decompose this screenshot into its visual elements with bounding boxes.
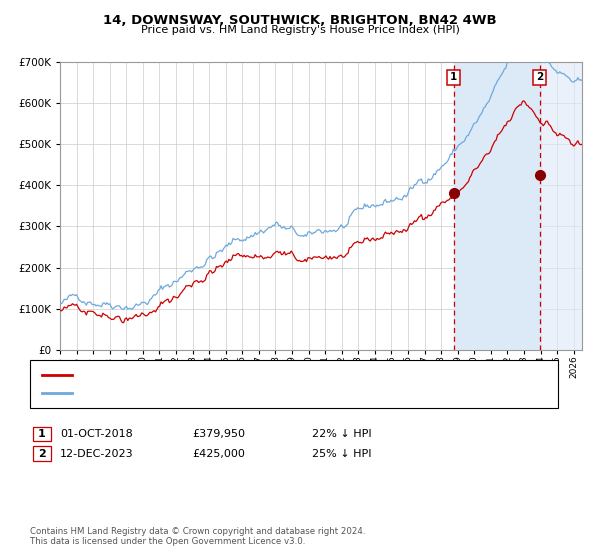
Text: 14, DOWNSWAY, SOUTHWICK, BRIGHTON, BN42 4WB (detached house): 14, DOWNSWAY, SOUTHWICK, BRIGHTON, BN42 … xyxy=(78,370,450,380)
Text: Price paid vs. HM Land Registry's House Price Index (HPI): Price paid vs. HM Land Registry's House … xyxy=(140,25,460,35)
Text: 25% ↓ HPI: 25% ↓ HPI xyxy=(312,449,371,459)
Text: 2: 2 xyxy=(38,449,46,459)
Text: £379,950: £379,950 xyxy=(192,429,245,439)
Text: £425,000: £425,000 xyxy=(192,449,245,459)
Text: Contains HM Land Registry data © Crown copyright and database right 2024.
This d: Contains HM Land Registry data © Crown c… xyxy=(30,526,365,546)
Text: 2: 2 xyxy=(536,72,544,82)
Text: 22% ↓ HPI: 22% ↓ HPI xyxy=(312,429,371,439)
Text: HPI: Average price, detached house, Adur: HPI: Average price, detached house, Adur xyxy=(78,388,296,398)
Text: 01-OCT-2018: 01-OCT-2018 xyxy=(60,429,133,439)
Bar xyxy=(540,62,599,350)
Bar xyxy=(540,62,599,350)
Text: 14, DOWNSWAY, SOUTHWICK, BRIGHTON, BN42 4WB: 14, DOWNSWAY, SOUTHWICK, BRIGHTON, BN42 … xyxy=(103,14,497,27)
Text: 12-DEC-2023: 12-DEC-2023 xyxy=(60,449,134,459)
Bar xyxy=(454,62,540,350)
Text: 1: 1 xyxy=(38,429,46,439)
Text: 1: 1 xyxy=(450,72,457,82)
